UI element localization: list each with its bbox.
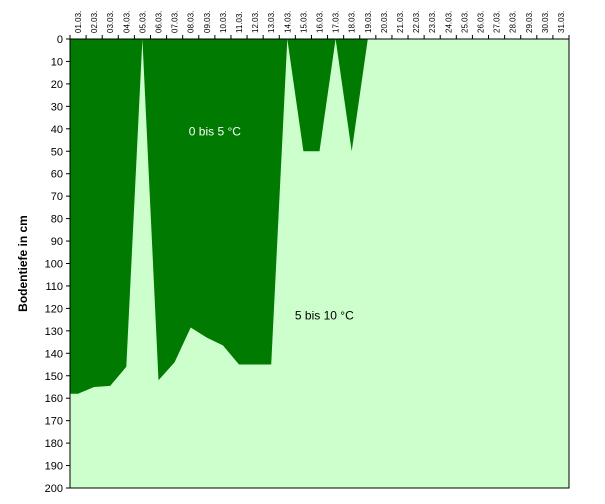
x-tick-label: 08.03. (187, 11, 196, 33)
x-axis-ticks (69, 35, 570, 39)
x-tick-label: 19.03. (364, 11, 373, 33)
x-tick-label: 10.03. (219, 11, 228, 33)
x-tick-label: 21.03. (396, 11, 405, 33)
x-tick-label: 22.03. (412, 11, 421, 33)
x-tick-label: 02.03. (90, 11, 99, 33)
x-tick-label: 09.03. (203, 11, 212, 33)
x-tick-label: 11.03. (235, 11, 244, 33)
y-tick-label: 180 (45, 438, 63, 450)
x-axis-tick-labels: 01.03. 02.03. 03.03. 04.03. 05.03. 06.03. 07.0… (74, 11, 566, 33)
x-tick-label: 30.03. (541, 11, 550, 33)
y-tick-label: 150 (45, 371, 63, 383)
y-tick-label: 50 (51, 146, 63, 158)
x-tick-label: 25.03. (460, 11, 469, 33)
x-tick-label: 01.03. (74, 11, 83, 33)
y-tick-label: 170 (45, 416, 63, 428)
x-tick-label: 26.03. (477, 11, 486, 33)
y-axis-title: Bodentiefe in cm (16, 215, 30, 312)
x-tick-label: 04.03. (122, 11, 131, 33)
x-tick-label: 18.03. (348, 11, 357, 33)
y-tick-label: 30 (51, 101, 63, 113)
y-tick-label: 80 (51, 214, 63, 226)
x-tick-label: 20.03. (380, 11, 389, 33)
y-tick-label: 120 (45, 303, 63, 315)
x-tick-label: 03.03. (106, 11, 115, 33)
y-tick-label: 160 (45, 393, 63, 405)
y-tick-label: 110 (45, 281, 63, 293)
x-tick-label: 14.03. (283, 11, 292, 33)
y-tick-label: 140 (45, 348, 63, 360)
y-tick-label: 100 (45, 259, 63, 271)
x-tick-label: 17.03. (332, 11, 341, 33)
x-tick-label: 31.03. (557, 11, 566, 33)
x-tick-label: 13.03. (267, 11, 276, 33)
x-tick-label: 24.03. (444, 11, 453, 33)
y-axis-tick-labels: 0 10 20 30 40 50 60 70 80 90 100 110 120 130 140 150 160… (45, 34, 63, 495)
x-tick-label: 16.03. (316, 11, 325, 33)
x-tick-label: 23.03. (428, 11, 437, 33)
annotation-warm: 5 bis 10 °C (295, 309, 354, 323)
area-0-bis-5 (70, 39, 569, 394)
y-tick-label: 10 (51, 56, 63, 68)
y-tick-label: 70 (51, 191, 63, 203)
x-tick-label: 28.03. (509, 11, 518, 33)
y-tick-label: 200 (45, 483, 63, 495)
y-tick-label: 130 (45, 326, 63, 338)
x-tick-label: 29.03. (525, 11, 534, 33)
y-tick-label: 0 (57, 34, 63, 46)
x-tick-label: 06.03. (155, 11, 164, 33)
y-tick-label: 40 (51, 124, 63, 136)
x-tick-label: 05.03. (138, 11, 147, 33)
x-tick-label: 12.03. (251, 11, 260, 33)
x-tick-label: 07.03. (171, 11, 180, 33)
y-tick-label: 90 (51, 236, 63, 248)
y-axis-ticks (66, 38, 70, 489)
annotation-cold: 0 bis 5 °C (189, 125, 241, 139)
x-tick-label: 27.03. (493, 11, 502, 33)
y-tick-label: 190 (45, 461, 63, 473)
plot-frame (69, 38, 570, 489)
x-tick-label: 15.03. (299, 11, 308, 33)
y-tick-label: 60 (51, 169, 63, 181)
y-tick-label: 20 (51, 79, 63, 91)
